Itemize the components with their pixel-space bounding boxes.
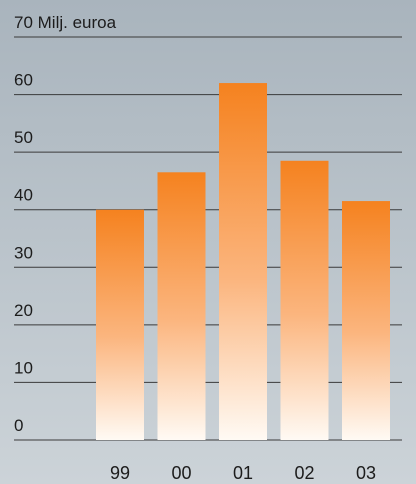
bar-03 (342, 201, 390, 440)
y-tick-label-60: 60 (14, 71, 33, 90)
y-tick-labels: 0 10 20 30 40 50 60 70 Milj. euroa (14, 13, 117, 435)
bars (96, 83, 390, 441)
y-tick-label-30: 30 (14, 243, 33, 262)
bar-02 (280, 160, 329, 440)
bar-00 (157, 172, 206, 441)
gridlines (14, 36, 402, 441)
x-tick-label-01: 01 (233, 463, 253, 483)
y-tick-label-0: 0 (14, 416, 23, 435)
x-tick-label-02: 02 (294, 463, 314, 483)
y-tick-label-10: 10 (14, 358, 33, 377)
x-tick-label-00: 00 (171, 463, 191, 483)
x-tick-label-03: 03 (356, 463, 376, 483)
y-tick-label-20: 20 (14, 301, 33, 320)
y-tick-label-70: 70 Milj. euroa (14, 13, 117, 32)
x-tick-label-99: 99 (110, 463, 130, 483)
x-tick-labels: 99 00 01 02 03 (110, 463, 376, 483)
y-tick-label-50: 50 (14, 128, 33, 147)
bar-01 (219, 83, 267, 441)
y-tick-label-40: 40 (14, 186, 33, 205)
bar-99 (96, 209, 144, 440)
